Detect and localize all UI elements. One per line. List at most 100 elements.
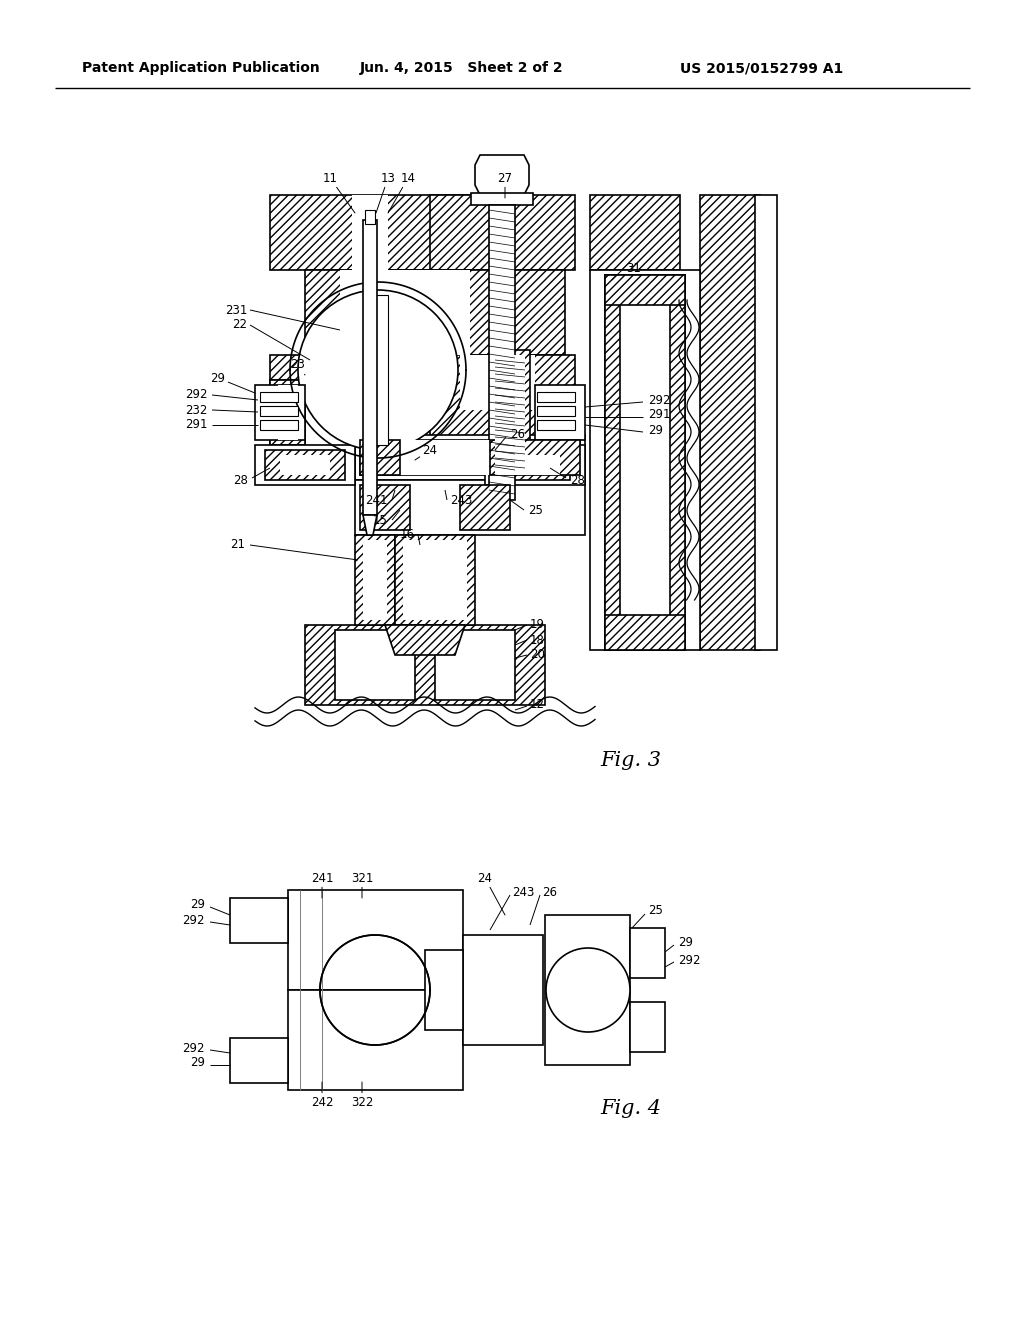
Bar (352, 195, 388, 271)
Bar (425, 950, 463, 1030)
Bar (230, 898, 288, 942)
Text: 241: 241 (366, 494, 388, 507)
Bar (260, 420, 298, 430)
Text: 26: 26 (510, 429, 525, 441)
Bar (755, 195, 777, 649)
Bar (430, 195, 575, 271)
Bar (495, 355, 525, 475)
Bar (305, 624, 545, 705)
Bar (270, 355, 355, 445)
Text: 16: 16 (400, 528, 415, 541)
Bar (460, 484, 510, 531)
Bar (490, 350, 530, 480)
Text: Patent Application Publication: Patent Application Publication (82, 61, 319, 75)
Bar (505, 455, 560, 475)
Bar (590, 271, 700, 649)
Bar (335, 630, 415, 700)
Bar (360, 440, 580, 475)
Bar (630, 1002, 665, 1052)
Text: Fig. 3: Fig. 3 (600, 751, 662, 770)
Bar (288, 890, 463, 990)
Bar (610, 290, 680, 630)
Bar (230, 1038, 288, 1082)
Bar (537, 420, 575, 430)
Bar (255, 445, 355, 484)
Bar (305, 355, 355, 445)
Text: 29: 29 (190, 899, 205, 912)
Bar (435, 630, 515, 700)
Text: 13: 13 (376, 172, 395, 213)
Text: 28: 28 (570, 474, 585, 487)
Text: 292: 292 (678, 953, 700, 966)
Text: 21: 21 (230, 539, 245, 552)
Bar (395, 535, 475, 624)
Text: 29: 29 (678, 936, 693, 949)
Bar (355, 535, 395, 624)
Bar (463, 935, 543, 1045)
Polygon shape (362, 515, 377, 535)
Text: 11: 11 (323, 172, 355, 213)
Text: 241: 241 (310, 871, 333, 898)
Text: 27: 27 (498, 172, 512, 198)
Bar (605, 275, 685, 649)
Circle shape (298, 290, 458, 450)
Bar (360, 440, 400, 475)
Text: US 2015/0152799 A1: US 2015/0152799 A1 (680, 61, 843, 75)
Text: 292: 292 (182, 1041, 205, 1055)
Text: 20: 20 (530, 648, 545, 661)
Bar (365, 210, 375, 224)
Bar (255, 385, 305, 440)
Bar (700, 195, 760, 649)
Bar (605, 275, 620, 649)
Text: 322: 322 (351, 1082, 373, 1109)
Text: 19: 19 (530, 619, 545, 631)
Bar (305, 271, 565, 355)
Text: Fig. 4: Fig. 4 (600, 1098, 662, 1118)
Text: 292: 292 (185, 388, 208, 401)
Bar (490, 450, 570, 480)
Text: 243: 243 (450, 494, 472, 507)
Bar (305, 355, 360, 440)
Text: 22: 22 (232, 318, 247, 331)
Text: 24: 24 (477, 871, 505, 915)
Bar (340, 271, 470, 355)
Text: 25: 25 (648, 903, 663, 916)
Bar (430, 355, 575, 445)
Text: 242: 242 (310, 1082, 333, 1109)
Text: 291: 291 (648, 408, 671, 421)
Bar (545, 915, 630, 1065)
Text: 321: 321 (351, 871, 373, 898)
Text: 14: 14 (388, 172, 416, 213)
Bar (535, 385, 585, 440)
Bar (605, 275, 685, 305)
Bar (362, 220, 377, 515)
Bar (270, 195, 470, 271)
Text: 26: 26 (542, 886, 557, 899)
Polygon shape (475, 154, 529, 195)
Polygon shape (385, 624, 465, 655)
Text: 28: 28 (233, 474, 248, 487)
Text: 29: 29 (190, 1056, 205, 1069)
Bar (460, 355, 535, 411)
Bar (355, 436, 585, 480)
Bar (471, 193, 534, 205)
Bar (330, 360, 360, 436)
Bar (390, 440, 490, 475)
Bar (630, 928, 665, 978)
Text: 24: 24 (415, 444, 437, 459)
Bar (278, 385, 298, 440)
Bar (260, 407, 298, 416)
Text: 15: 15 (373, 513, 388, 527)
Bar (355, 480, 585, 535)
Bar (537, 392, 575, 403)
Bar (270, 380, 305, 445)
Bar (368, 294, 388, 445)
Text: 231: 231 (224, 304, 247, 317)
Bar (260, 392, 298, 403)
Bar (670, 275, 685, 649)
Bar (288, 990, 463, 1090)
Bar (403, 540, 467, 620)
Bar (280, 455, 330, 475)
Bar (360, 484, 410, 531)
Text: 292: 292 (182, 913, 205, 927)
